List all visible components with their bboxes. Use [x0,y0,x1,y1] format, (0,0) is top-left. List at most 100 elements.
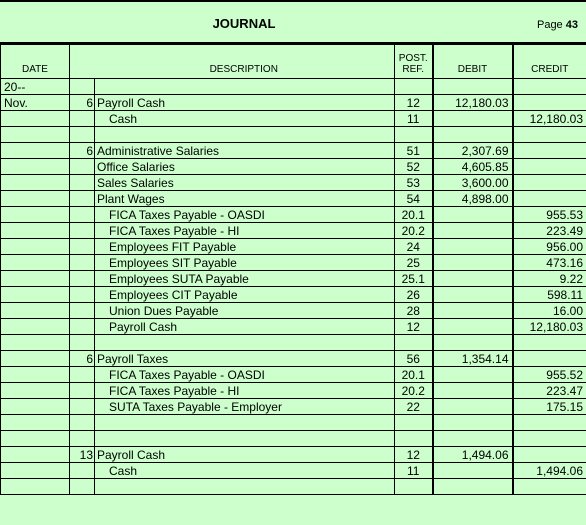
table-row [0,126,586,143]
row-date: 20-- [0,78,70,95]
row-post-ref: 20.2 [394,382,433,399]
page-label: Page [536,19,563,31]
row-day [69,190,95,207]
row-day [69,366,95,383]
row-date [0,190,70,207]
row-date [0,414,70,431]
col-credit-header: CREDIT [511,44,586,79]
table-row: Employees SIT Payable 25 473.16 [0,254,586,271]
row-day [69,206,95,223]
col-description-header: DESCRIPTION [94,44,395,79]
row-credit: 598.11 [511,286,586,303]
row-day [69,430,95,447]
row-date [0,302,70,319]
row-date [0,430,70,447]
row-credit: 175.15 [511,398,586,415]
row-day [69,414,95,431]
row-day [69,126,95,143]
row-debit [431,222,513,239]
row-post-ref: 20.2 [394,222,433,239]
row-debit: 2,307.69 [431,142,513,159]
row-credit: 12,180.03 [511,110,586,127]
row-debit [431,110,513,127]
row-day [69,78,95,95]
table-row: Employees SUTA Payable 25.1 9.22 [0,270,586,287]
row-post-ref: 20.1 [394,366,433,383]
table-row: 20-- [0,78,586,95]
row-description [94,78,395,95]
row-description [94,414,395,431]
row-debit [431,78,513,95]
table-row: Cash 11 1,494.06 [0,462,586,479]
row-debit [431,382,513,399]
row-credit: 9.22 [511,270,586,287]
row-post-ref: 11 [394,110,433,127]
row-date [0,366,70,383]
page-number: 43 [565,19,578,31]
row-credit [511,350,586,367]
row-day [69,222,95,239]
row-day [69,254,95,271]
table-row [0,478,586,495]
page-indicator: Page 43 [537,19,578,31]
table-row: Nov. 6 Payroll Cash 12 12,180.03 [0,94,586,111]
row-debit [431,238,513,255]
row-day [69,238,95,255]
col-day-header [69,44,95,79]
row-post-ref [394,334,433,351]
row-day [69,398,95,415]
row-day: 6 [69,94,95,111]
row-credit: 12,180.03 [511,318,586,335]
column-header-row: DATE DESCRIPTION POST. REF. DEBIT CREDIT [0,44,586,79]
row-debit [431,398,513,415]
table-row: 13 Payroll Cash 12 1,494.06 [0,446,586,463]
row-debit [431,302,513,319]
row-description: Employees CIT Payable [94,286,395,303]
row-description: Payroll Cash [94,94,395,111]
table-row: Office Salaries 52 4,605.85 [0,158,586,175]
row-post-ref: 54 [394,190,433,207]
table-row: Employees CIT Payable 26 598.11 [0,286,586,303]
row-debit [431,318,513,335]
row-description [94,126,395,143]
row-credit [511,190,586,207]
row-post-ref: 24 [394,238,433,255]
row-date [0,222,70,239]
row-date [0,478,70,495]
row-post-ref: 12 [394,446,433,463]
row-post-ref [394,78,433,95]
row-date [0,142,70,159]
row-description: Employees SUTA Payable [94,270,395,287]
row-debit: 4,605.85 [431,158,513,175]
row-date [0,398,70,415]
row-date [0,206,70,223]
table-row: Union Dues Payable 28 16.00 [0,302,586,319]
col-date-header: DATE [0,44,70,79]
row-credit: 16.00 [511,302,586,319]
row-credit [511,158,586,175]
row-credit [511,414,586,431]
journal-rows: 20-- Nov. 6 Payroll Cash 12 12,180.03 Cash 11 12… [0,78,586,495]
row-post-ref [394,414,433,431]
row-date: Nov. [0,94,70,111]
row-credit [511,78,586,95]
table-row: FICA Taxes Payable - HI 20.2 223.47 [0,382,586,399]
row-post-ref: 12 [394,318,433,335]
row-debit [431,126,513,143]
row-debit [431,430,513,447]
row-date [0,446,70,463]
row-post-ref: 22 [394,398,433,415]
row-post-ref: 56 [394,350,433,367]
row-post-ref: 51 [394,142,433,159]
row-post-ref: 53 [394,174,433,191]
row-debit: 3,600.00 [431,174,513,191]
row-credit [511,94,586,111]
row-debit: 4,898.00 [431,190,513,207]
table-row: Payroll Cash 12 12,180.03 [0,318,586,335]
row-date [0,318,70,335]
row-day [69,270,95,287]
row-day [69,462,95,479]
table-row: Sales Salaries 53 3,600.00 [0,174,586,191]
row-debit [431,254,513,271]
row-debit: 1,494.06 [431,446,513,463]
